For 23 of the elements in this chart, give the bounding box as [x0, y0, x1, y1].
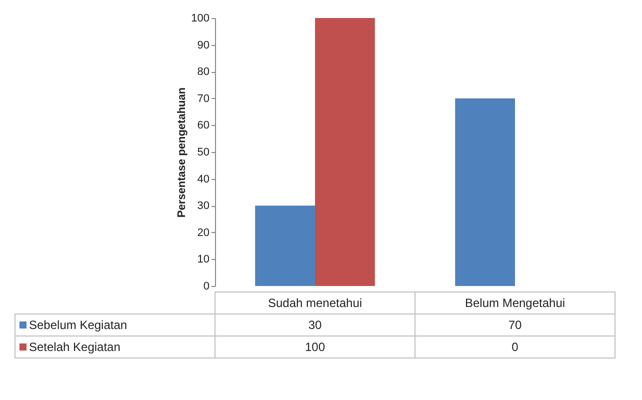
- y-tick-label: 100: [191, 12, 210, 24]
- y-axis-title: Persentase pengetahuan: [176, 87, 188, 218]
- y-tick-label: 80: [197, 66, 210, 78]
- y-tick-label: 20: [197, 226, 210, 239]
- y-tick-label: 90: [197, 39, 210, 52]
- bar: [315, 18, 375, 286]
- y-tick-label: 10: [197, 254, 210, 266]
- bar: [455, 98, 515, 286]
- y-tick-label: 60: [197, 120, 210, 132]
- x-tick-label: Sudah menetahui: [268, 296, 362, 310]
- data-label: 100: [304, 340, 326, 354]
- data-label: 0: [512, 340, 519, 354]
- legend-label: Setelah Kegiatan: [29, 340, 120, 354]
- y-tick-label: 40: [197, 173, 210, 186]
- legend-label: Sebelum Kegiatan: [29, 318, 128, 332]
- y-tick-label: 0: [203, 280, 210, 292]
- data-label: 70: [508, 318, 522, 332]
- bar: [255, 206, 315, 286]
- y-tick-label: 30: [197, 200, 210, 212]
- y-tick-label: 50: [197, 146, 210, 158]
- data-label: 30: [308, 318, 322, 332]
- y-tick-label: 70: [197, 92, 210, 105]
- x-tick-label: Belum Mengetahui: [464, 296, 566, 310]
